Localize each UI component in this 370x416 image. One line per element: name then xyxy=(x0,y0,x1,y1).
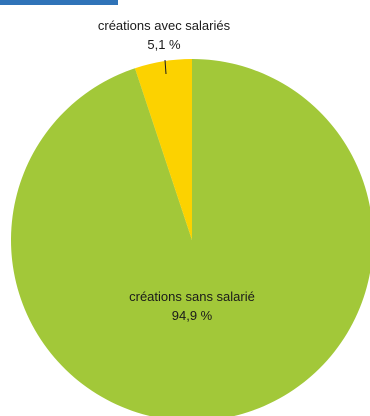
pie-slice-avec-salaries xyxy=(134,59,192,240)
slice-value-sans-salarie: 94,9 % xyxy=(172,308,213,323)
slice-value-avec-salaries: 5,1 % xyxy=(147,37,181,52)
slice-label-sans-salarie: créations sans salarié xyxy=(129,289,255,304)
slice-label-avec-salaries: créations avec salariés xyxy=(98,18,231,33)
pie-slice-sans-salarie xyxy=(11,59,370,416)
callout-line xyxy=(164,59,167,75)
accent-bar xyxy=(0,0,118,5)
